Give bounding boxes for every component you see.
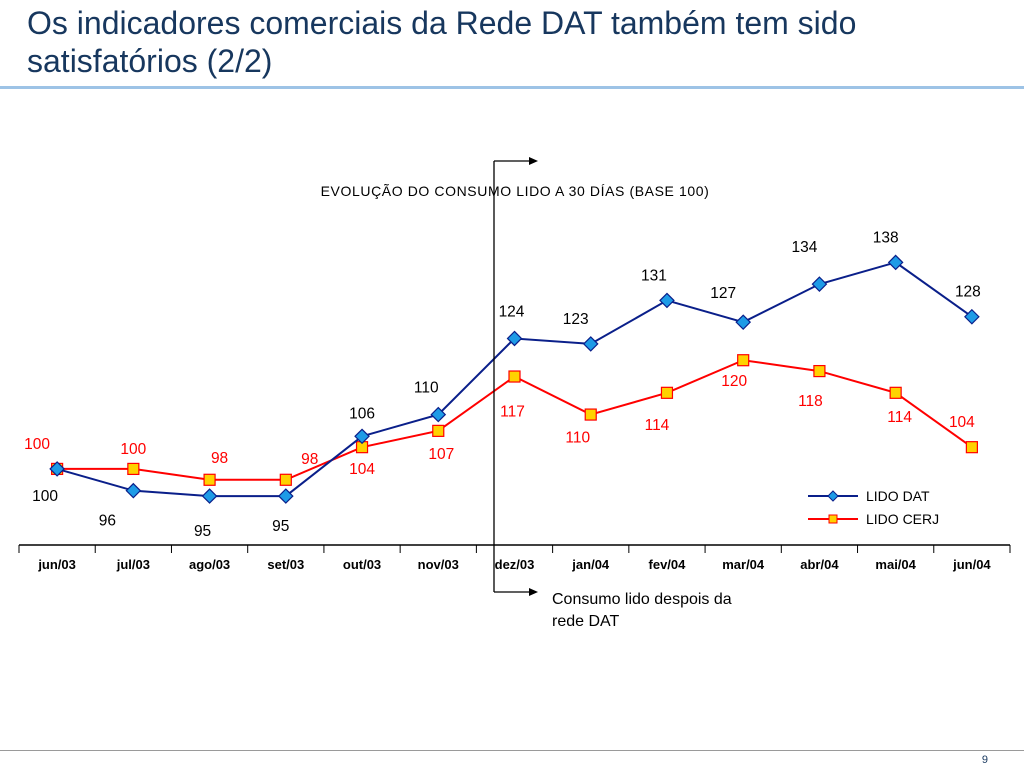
highlight-arrow [493, 157, 538, 596]
data-label-lido-dat: 124 [499, 303, 525, 320]
legend: LIDO DAT LIDO CERJ [808, 488, 939, 527]
data-label-lido-cerj: 100 [120, 441, 146, 458]
point-lido-dat [964, 308, 980, 325]
x-tick-label: ago/03 [189, 557, 230, 572]
point-lido-cerj [127, 462, 140, 476]
point-lido-cerj [813, 364, 826, 378]
x-axis: jun/03 jul/03 ago/03 set/03 out/03 nov/03 dez/… [18, 544, 1011, 572]
data-label-lido-dat: 131 [641, 267, 667, 284]
data-label-lido-dat: 127 [710, 285, 736, 302]
point-lido-dat [811, 276, 828, 292]
arrow-bottom-head-icon [529, 588, 538, 596]
data-label-lido-dat: 100 [32, 488, 58, 505]
data-label-lido-cerj: 114 [645, 417, 670, 434]
point-lido-cerj [279, 473, 292, 486]
point-lido-cerj [203, 473, 216, 486]
data-label-lido-cerj: 114 [887, 409, 912, 426]
data-label-lido-dat: 95 [194, 523, 211, 540]
data-label-lido-dat: 123 [563, 311, 589, 328]
x-tick-label: mai/04 [875, 557, 916, 572]
legend-label-lido-dat: LIDO DAT [866, 488, 930, 504]
footer-divider [0, 750, 1024, 751]
data-label-lido-cerj: 118 [798, 393, 823, 410]
point-lido-cerj [965, 441, 978, 454]
x-tick-label: mar/04 [722, 557, 765, 572]
annotation-line-2: rede DAT [552, 613, 620, 630]
x-tick-label: out/03 [343, 557, 381, 572]
data-labels: 100 96 95 95 106 110 124 123 131 127 134 138 128 100 1… [24, 229, 981, 540]
point-lido-cerj [660, 386, 674, 399]
arrow-top-head-icon [529, 157, 538, 165]
data-label-lido-dat: 96 [99, 513, 116, 530]
data-label-lido-dat: 134 [791, 239, 817, 256]
data-label-lido-cerj: 107 [428, 446, 454, 463]
point-lido-dat [582, 336, 599, 352]
x-tick-label: dez/03 [495, 557, 535, 572]
x-tick-label: abr/04 [800, 557, 839, 572]
title-underline [0, 86, 1024, 89]
point-lido-cerj [432, 424, 445, 437]
point-lido-cerj [584, 408, 597, 421]
data-label-lido-cerj: 110 [565, 430, 590, 447]
point-lido-dat [277, 488, 294, 504]
data-label-lido-dat: 106 [349, 405, 375, 422]
x-tick-label: nov/03 [418, 557, 459, 572]
legend-marker-lido-cerj [828, 514, 838, 524]
point-lido-dat [49, 461, 65, 477]
data-label-lido-cerj: 104 [949, 414, 975, 431]
point-lido-dat [430, 406, 447, 423]
data-label-lido-cerj: 98 [211, 450, 228, 467]
data-label-lido-dat: 95 [272, 518, 289, 535]
x-tick-label: jul/03 [116, 557, 150, 572]
x-tick-label: jan/04 [571, 557, 610, 572]
data-label-lido-cerj: 120 [721, 373, 747, 390]
data-label-lido-cerj: 98 [301, 451, 318, 468]
x-tick-label: jun/03 [37, 557, 76, 572]
point-lido-dat [887, 254, 904, 271]
legend-label-lido-cerj: LIDO CERJ [866, 511, 939, 527]
legend-marker-lido-dat [827, 490, 839, 502]
point-lido-dat [506, 330, 523, 347]
x-tick-label: jun/04 [952, 557, 991, 572]
point-lido-cerj [737, 354, 750, 367]
page-number: 9 [981, 754, 988, 766]
x-tick-label: set/03 [267, 557, 304, 572]
data-label-lido-dat: 138 [873, 229, 899, 246]
chart-title: EVOLUÇÃO DO CONSUMO LIDO A 30 DÍAS (BASE… [321, 183, 710, 199]
x-tick-label: fev/04 [649, 557, 687, 572]
data-label-lido-cerj: 104 [349, 461, 375, 478]
data-label-lido-dat: 110 [414, 380, 439, 397]
slide-title: Os indicadores comerciais da Rede DAT ta… [27, 5, 857, 79]
annotation-line-1: Consumo lido despois da [552, 591, 732, 608]
data-label-lido-cerj: 117 [500, 404, 525, 421]
point-lido-dat [201, 488, 218, 504]
point-lido-dat [125, 482, 142, 499]
series-layer [49, 254, 980, 504]
data-label-lido-dat: 128 [955, 284, 981, 301]
point-lido-cerj [508, 370, 521, 383]
point-lido-dat [735, 314, 752, 331]
point-lido-cerj [889, 386, 902, 399]
point-lido-dat [659, 292, 675, 309]
data-label-lido-cerj: 100 [24, 436, 50, 453]
point-lido-dat [354, 428, 370, 445]
